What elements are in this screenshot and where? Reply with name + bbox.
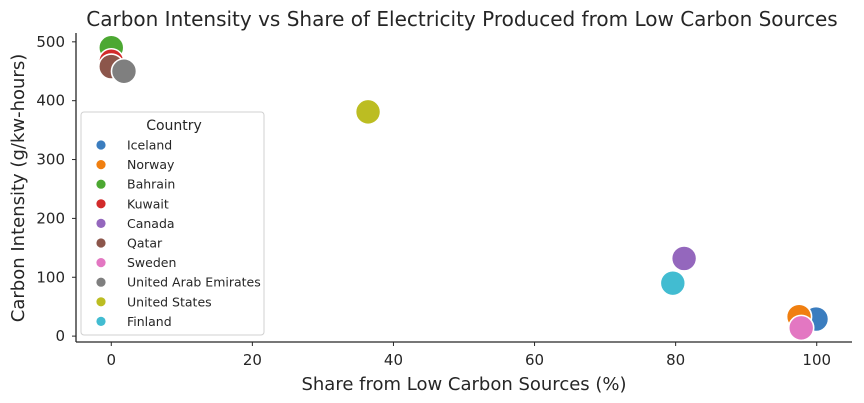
legend-marker [96, 179, 106, 189]
x-tick-label: 20 [243, 351, 262, 369]
legend-label: Kuwait [127, 196, 169, 211]
legend-box [80, 111, 265, 336]
y-axis-label: Carbon Intensity (g/kw-hours) [8, 54, 29, 322]
y-tick-label: 500 [36, 33, 65, 51]
legend-label: United Arab Emirates [127, 275, 261, 290]
y-tick-label: 200 [36, 209, 65, 227]
x-tick-label: 80 [666, 351, 685, 369]
y-tick-label: 400 [36, 92, 65, 110]
legend-items: Iceland Norway Bahrain Kuwait Canada Qatar Swe… [96, 138, 261, 329]
x-axis-label: Share from Low Carbon Sources (%) [301, 374, 626, 395]
x-tick-label: 60 [525, 351, 544, 369]
data-points [97, 34, 830, 342]
point-canada [670, 245, 698, 272]
x-tick-label: 0 [106, 351, 116, 369]
legend-label: Norway [127, 157, 175, 172]
legend-marker [96, 238, 106, 248]
chart-title: Carbon Intensity vs Share of Electricity… [86, 7, 837, 31]
plot-area: 0 20 40 60 80 100 0 100 200 300 400 500 [36, 33, 852, 369]
point-united-arab-emirates [110, 57, 138, 85]
x-tick-label: 40 [384, 351, 403, 369]
y-tick-label: 300 [36, 151, 65, 169]
legend-marker [96, 199, 106, 209]
legend-marker [96, 218, 106, 228]
legend-label: Iceland [127, 138, 172, 153]
x-tick-labels: 0 20 40 60 80 100 [106, 342, 831, 369]
legend-label: Sweden [127, 255, 176, 270]
y-tick-labels: 0 100 200 300 400 500 [36, 33, 76, 345]
legend-label: Canada [127, 216, 175, 231]
legend-marker [96, 160, 106, 170]
legend-label: Qatar [127, 236, 163, 251]
y-tick-label: 0 [55, 327, 65, 345]
point-sweden [787, 314, 815, 342]
legend-title: Country [146, 118, 202, 134]
legend-label: Bahrain [127, 177, 175, 192]
x-tick-label: 100 [802, 351, 831, 369]
legend-marker [96, 297, 106, 307]
point-united-states [354, 98, 382, 126]
legend-marker [96, 277, 106, 287]
legend-marker [96, 316, 106, 326]
legend-label: United States [127, 294, 212, 309]
y-tick-label: 100 [36, 268, 65, 286]
legend: Country Iceland Norway Bahrain Kuwait Canada… [80, 111, 265, 336]
legend-marker [96, 258, 106, 268]
point-finland [659, 269, 687, 297]
legend-label: Finland [127, 314, 172, 329]
legend-marker [96, 140, 106, 150]
